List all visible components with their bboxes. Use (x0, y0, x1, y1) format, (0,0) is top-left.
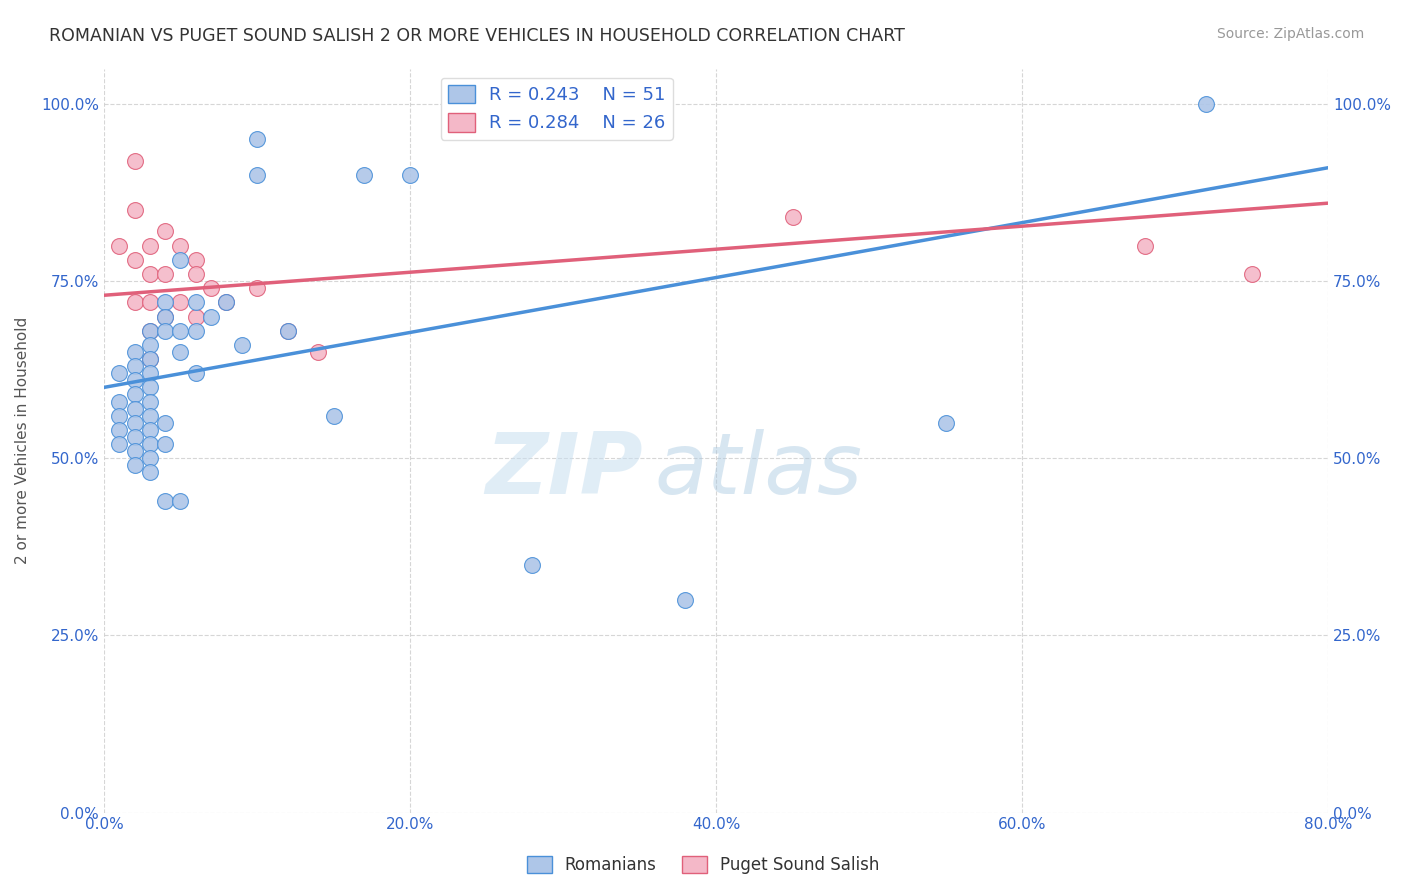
Point (139, 324, 162, 338)
Point (153, 416, 176, 430)
Point (139, 409, 162, 423)
Point (399, 168, 422, 182)
Point (108, 423, 131, 437)
Text: atlas: atlas (655, 429, 863, 512)
Point (153, 225, 176, 239)
Point (139, 352, 162, 367)
Point (108, 238, 131, 252)
Point (153, 493, 176, 508)
Text: ZIP: ZIP (485, 429, 643, 512)
Point (153, 310, 176, 324)
Point (277, 324, 299, 338)
Point (675, 593, 697, 607)
Point (1240, 267, 1263, 281)
Point (139, 295, 162, 310)
Point (153, 267, 176, 281)
Y-axis label: 2 or more Vehicles in Household: 2 or more Vehicles in Household (15, 317, 30, 564)
Point (169, 324, 191, 338)
Point (246, 281, 269, 295)
Point (1133, 238, 1156, 252)
Point (935, 416, 957, 430)
Point (108, 366, 131, 380)
Point (277, 324, 299, 338)
Point (139, 324, 162, 338)
Point (139, 451, 162, 466)
Point (184, 310, 207, 324)
Point (184, 324, 207, 338)
Point (1195, 97, 1218, 112)
Point (169, 493, 191, 508)
Point (169, 238, 191, 252)
Point (153, 310, 176, 324)
Point (124, 295, 146, 310)
Legend: Romanians, Puget Sound Salish: Romanians, Puget Sound Salish (520, 849, 886, 881)
Point (139, 352, 162, 367)
Point (124, 430, 146, 444)
Text: ROMANIAN VS PUGET SOUND SALISH 2 OR MORE VEHICLES IN HOUSEHOLD CORRELATION CHART: ROMANIAN VS PUGET SOUND SALISH 2 OR MORE… (49, 27, 905, 45)
Point (353, 168, 375, 182)
Point (124, 359, 146, 373)
Point (184, 295, 207, 310)
Point (200, 281, 222, 295)
Text: Source: ZipAtlas.com: Source: ZipAtlas.com (1216, 27, 1364, 41)
Point (215, 295, 238, 310)
Point (139, 267, 162, 281)
Point (139, 238, 162, 252)
Point (169, 295, 191, 310)
Point (139, 380, 162, 394)
Point (139, 437, 162, 451)
Point (124, 373, 146, 387)
Point (231, 338, 253, 352)
Point (139, 394, 162, 409)
Point (139, 366, 162, 380)
Point (139, 338, 162, 352)
Point (153, 324, 176, 338)
Point (124, 345, 146, 359)
Point (124, 153, 146, 168)
Point (215, 295, 238, 310)
Point (108, 409, 131, 423)
Legend: R = 0.243    N = 51, R = 0.284    N = 26: R = 0.243 N = 51, R = 0.284 N = 26 (440, 78, 673, 140)
Point (522, 558, 544, 572)
Point (322, 409, 344, 423)
Point (124, 416, 146, 430)
Point (124, 458, 146, 473)
Point (124, 203, 146, 218)
Point (169, 252, 191, 267)
Point (153, 295, 176, 310)
Point (139, 423, 162, 437)
Point (200, 310, 222, 324)
Point (124, 387, 146, 401)
Point (124, 252, 146, 267)
Point (184, 267, 207, 281)
Point (184, 366, 207, 380)
Point (108, 394, 131, 409)
Point (153, 437, 176, 451)
Point (169, 345, 191, 359)
Point (124, 401, 146, 416)
Point (782, 211, 804, 225)
Point (184, 252, 207, 267)
Point (307, 345, 329, 359)
Point (246, 132, 269, 146)
Point (246, 168, 269, 182)
Point (108, 437, 131, 451)
Point (139, 466, 162, 480)
Point (124, 444, 146, 458)
